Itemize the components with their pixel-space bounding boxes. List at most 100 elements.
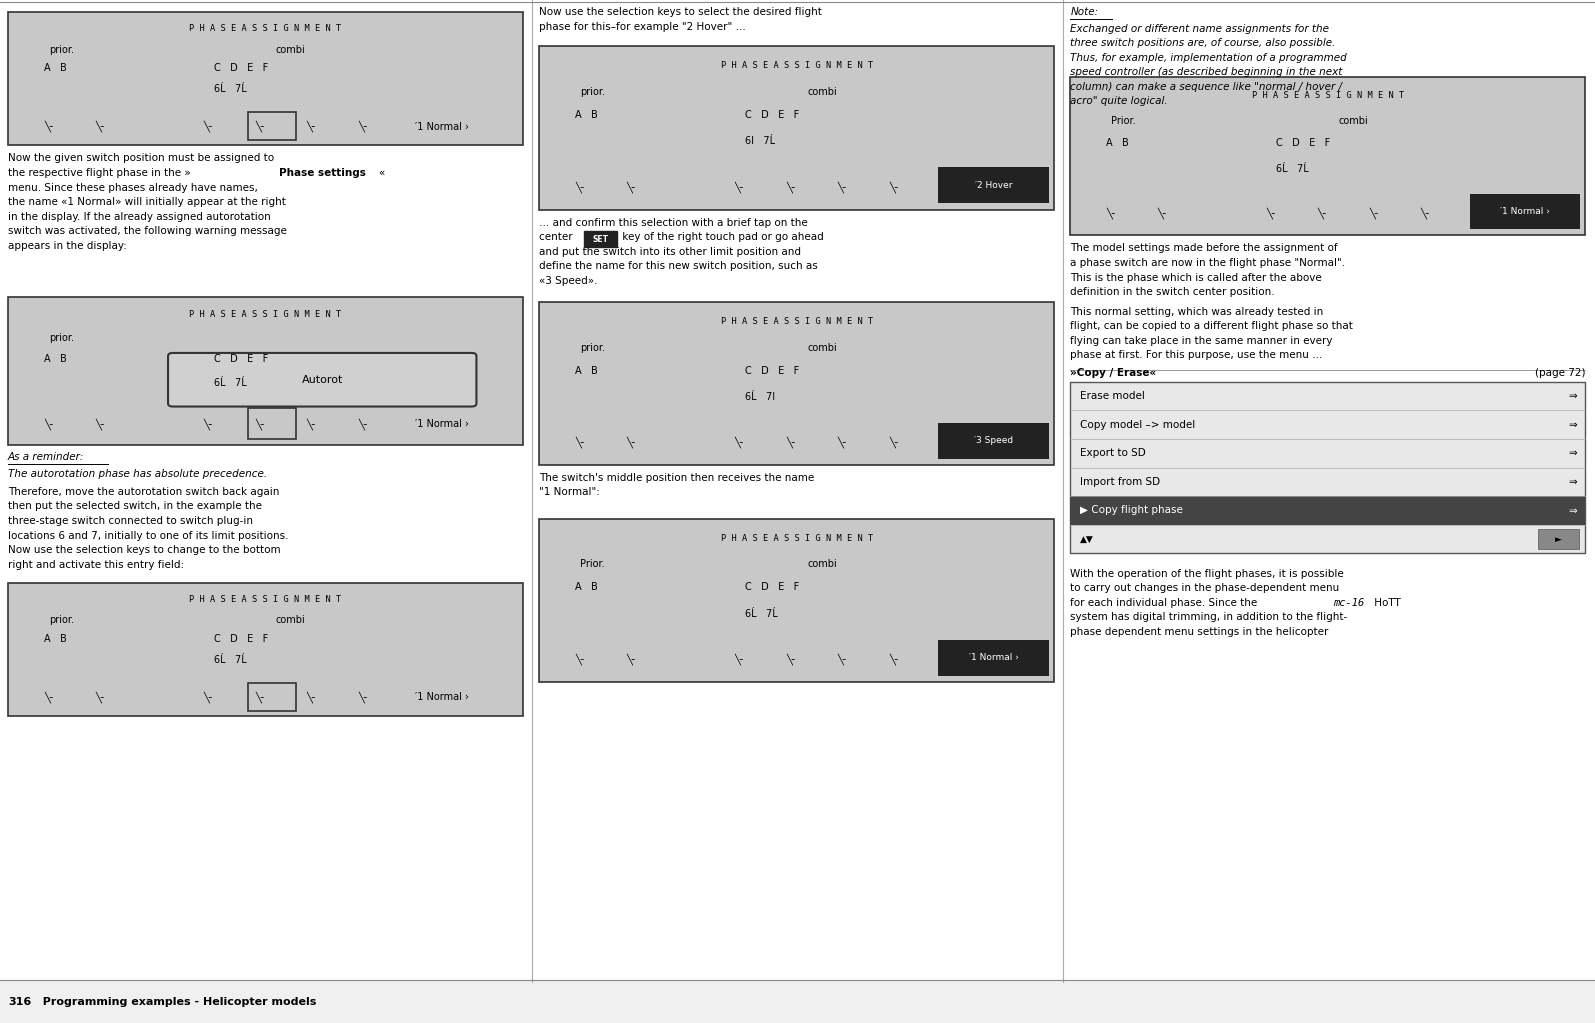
Text: ╲╴: ╲╴ — [96, 692, 107, 704]
Text: 316: 316 — [8, 996, 32, 1007]
Text: A   B: A B — [576, 109, 598, 120]
Text: C   D   E   F: C D E F — [1276, 138, 1330, 148]
Text: ╲╴: ╲╴ — [45, 418, 56, 430]
Text: C   D   E   F: C D E F — [745, 109, 799, 120]
Text: phase for this–for example "2 Hover" …: phase for this–for example "2 Hover" … — [539, 21, 746, 32]
Text: ╲╴: ╲╴ — [890, 181, 901, 192]
Text: ╲╴: ╲╴ — [576, 654, 587, 665]
Text: prior.: prior. — [581, 87, 606, 97]
FancyBboxPatch shape — [584, 231, 617, 247]
Text: A   B: A B — [45, 63, 67, 73]
FancyBboxPatch shape — [539, 46, 1054, 210]
Text: ╲╴: ╲╴ — [735, 654, 746, 665]
Text: ╲╴: ╲╴ — [890, 437, 901, 448]
Text: A   B: A B — [576, 365, 598, 375]
Text: ╲╴: ╲╴ — [306, 121, 319, 133]
Text: flying can take place in the same manner in every: flying can take place in the same manner… — [1070, 336, 1333, 346]
Text: phase at first. For this purpose, use the menu …: phase at first. For this purpose, use th… — [1070, 351, 1322, 360]
Text: Now use the selection keys to select the desired flight: Now use the selection keys to select the… — [539, 7, 821, 17]
Text: menu. Since these phases already have names,: menu. Since these phases already have na… — [8, 182, 258, 192]
Text: ╲╴: ╲╴ — [359, 418, 370, 430]
Text: Thus, for example, implementation of a programmed: Thus, for example, implementation of a p… — [1070, 52, 1348, 62]
Text: ╲╴: ╲╴ — [1421, 208, 1432, 219]
Text: the respective flight phase in the »: the respective flight phase in the » — [8, 168, 191, 178]
Text: three-stage switch connected to switch plug-in: three-stage switch connected to switch p… — [8, 516, 254, 526]
Text: ╲╴: ╲╴ — [306, 418, 319, 430]
Text: the name «1 Normal» will initially appear at the right: the name «1 Normal» will initially appea… — [8, 197, 286, 207]
FancyBboxPatch shape — [8, 12, 523, 145]
Text: A   B: A B — [45, 354, 67, 364]
Bar — [938, 167, 1050, 204]
Text: P H A S E A S S I G N M E N T: P H A S E A S S I G N M E N T — [721, 61, 872, 71]
Text: This is the phase which is called after the above: This is the phase which is called after … — [1070, 272, 1322, 282]
Text: (page 72): (page 72) — [1534, 368, 1585, 379]
Text: 6Ĺ   7Ĺ: 6Ĺ 7Ĺ — [745, 609, 778, 619]
Text: definition in the switch center position.: definition in the switch center position… — [1070, 287, 1274, 297]
Bar — [938, 639, 1050, 676]
Text: ╲╴: ╲╴ — [306, 692, 319, 704]
Text: ╲╴: ╲╴ — [204, 121, 215, 133]
Text: flight, can be copied to a different flight phase so that: flight, can be copied to a different fli… — [1070, 321, 1353, 331]
Text: Therefore, move the autorotation switch back again: Therefore, move the autorotation switch … — [8, 487, 279, 497]
Text: ╲╴: ╲╴ — [786, 437, 798, 448]
Text: ╲╴: ╲╴ — [735, 181, 746, 192]
FancyBboxPatch shape — [539, 302, 1054, 465]
Text: ⇒: ⇒ — [1569, 505, 1577, 516]
Text: combi: combi — [807, 560, 837, 570]
Text: 6Ĺ   7Ĺ: 6Ĺ 7Ĺ — [1276, 164, 1309, 174]
Text: ╲╴: ╲╴ — [576, 181, 587, 192]
Text: prior.: prior. — [49, 45, 75, 54]
Text: Programming examples - Helicopter models: Programming examples - Helicopter models — [35, 996, 316, 1007]
Text: C   D   E   F: C D E F — [214, 63, 268, 73]
Text: P H A S E A S S I G N M E N T: P H A S E A S S I G N M E N T — [721, 317, 872, 326]
Text: This normal setting, which was already tested in: This normal setting, which was already t… — [1070, 307, 1324, 317]
Bar — [247, 683, 297, 711]
Text: mc-16: mc-16 — [1333, 597, 1364, 608]
Text: ╲╴: ╲╴ — [96, 121, 107, 133]
Text: Exchanged or different name assignments for the: Exchanged or different name assignments … — [1070, 24, 1329, 34]
Bar — [247, 408, 297, 439]
Text: ╲╴: ╲╴ — [735, 437, 746, 448]
Text: "1 Normal":: "1 Normal": — [539, 487, 600, 497]
Text: ′1 Normal ›: ′1 Normal › — [415, 419, 469, 430]
Text: «: « — [378, 168, 384, 178]
Text: With the operation of the flight phases, it is possible: With the operation of the flight phases,… — [1070, 569, 1345, 579]
Text: The autorotation phase has absolute precedence.: The autorotation phase has absolute prec… — [8, 469, 266, 479]
Text: and put the switch into its other limit position and: and put the switch into its other limit … — [539, 247, 801, 257]
Text: ╲╴: ╲╴ — [1107, 208, 1118, 219]
Bar — [1538, 529, 1579, 549]
Text: Import from SD: Import from SD — [1080, 477, 1160, 487]
Text: ⇒: ⇒ — [1569, 419, 1577, 430]
Text: ╲╴: ╲╴ — [1317, 208, 1329, 219]
Text: Now the given switch position must be assigned to: Now the given switch position must be as… — [8, 153, 274, 164]
Text: ⇒: ⇒ — [1569, 477, 1577, 487]
Text: C   D   E   F: C D E F — [214, 634, 268, 643]
Text: Autorot: Autorot — [301, 374, 343, 385]
Text: ╲╴: ╲╴ — [96, 418, 107, 430]
Text: ╲╴: ╲╴ — [359, 121, 370, 133]
Text: A   B: A B — [576, 582, 598, 592]
Text: combi: combi — [807, 343, 837, 353]
Text: Note:: Note: — [1070, 7, 1099, 17]
Text: acro" quite logical.: acro" quite logical. — [1070, 96, 1168, 106]
Text: 6Ĺ   7Ĺ: 6Ĺ 7Ĺ — [214, 85, 247, 94]
Text: prior.: prior. — [49, 616, 75, 625]
Text: right and activate this entry field:: right and activate this entry field: — [8, 560, 183, 570]
Text: ╲╴: ╲╴ — [627, 181, 638, 192]
Text: Prior.: Prior. — [581, 560, 605, 570]
Text: ′1 Normal ›: ′1 Normal › — [1499, 207, 1550, 216]
Text: ╲╴: ╲╴ — [837, 181, 850, 192]
Text: to carry out changes in the phase-dependent menu: to carry out changes in the phase-depend… — [1070, 583, 1340, 593]
FancyBboxPatch shape — [8, 297, 523, 445]
Text: ′1 Normal ›: ′1 Normal › — [415, 122, 469, 132]
Text: in the display. If the already assigned autorotation: in the display. If the already assigned … — [8, 212, 271, 222]
Text: ′3 Speed: ′3 Speed — [975, 437, 1013, 445]
Text: combi: combi — [807, 87, 837, 97]
Text: Phase settings: Phase settings — [279, 168, 365, 178]
Text: for each individual phase. Since the: for each individual phase. Since the — [1070, 597, 1260, 608]
Text: 6Ĺ   7I: 6Ĺ 7I — [745, 392, 775, 402]
Text: center: center — [539, 232, 576, 242]
Text: ⇒: ⇒ — [1569, 391, 1577, 401]
Text: ╲╴: ╲╴ — [204, 418, 215, 430]
Text: »Copy / Erase«: »Copy / Erase« — [1070, 368, 1156, 379]
